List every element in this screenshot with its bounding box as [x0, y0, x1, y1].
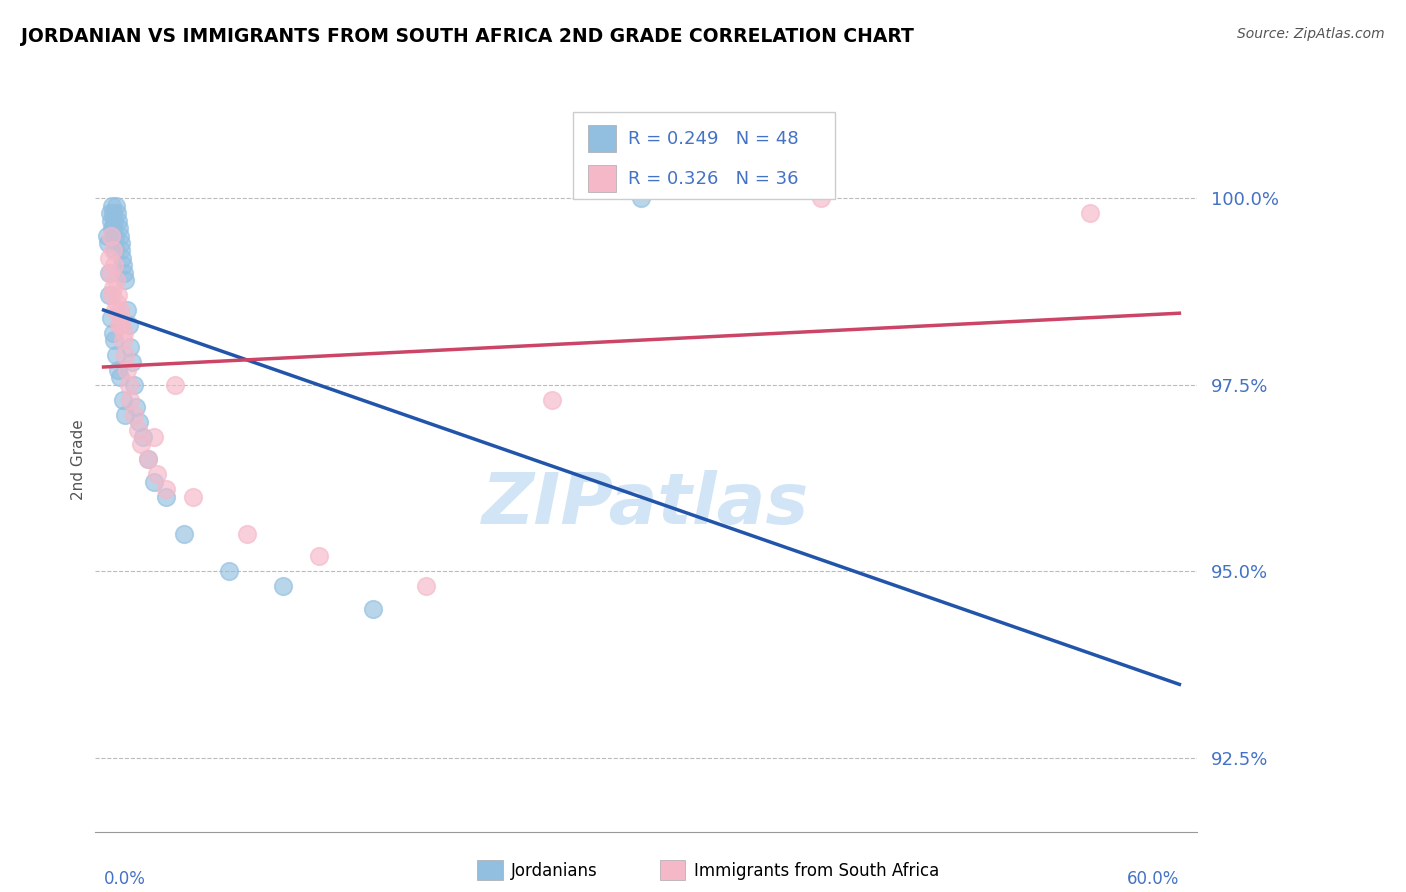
- Point: [122, 408, 145, 422]
- Point: [630, 191, 652, 205]
- Point: [120, 392, 142, 407]
- Point: [97, 251, 120, 265]
- Point: [100, 199, 122, 213]
- Point: [117, 318, 139, 332]
- Text: 0.0%: 0.0%: [104, 870, 145, 888]
- Point: [108, 370, 131, 384]
- Point: [127, 423, 149, 437]
- Point: [155, 490, 177, 504]
- Point: [103, 259, 125, 273]
- Point: [97, 266, 120, 280]
- Point: [114, 273, 136, 287]
- Text: 60.0%: 60.0%: [1128, 870, 1180, 888]
- Point: [110, 318, 132, 332]
- Point: [107, 288, 129, 302]
- Point: [120, 341, 142, 355]
- Point: [155, 482, 177, 496]
- Point: [100, 228, 122, 243]
- Point: [112, 326, 135, 340]
- Point: [105, 295, 128, 310]
- Point: [100, 288, 122, 302]
- Point: [105, 273, 128, 287]
- Point: [173, 527, 195, 541]
- Point: [114, 408, 136, 422]
- Point: [128, 415, 150, 429]
- Point: [142, 475, 165, 489]
- Point: [132, 430, 155, 444]
- Point: [115, 303, 138, 318]
- Point: [101, 326, 124, 340]
- Point: [117, 377, 139, 392]
- Text: R = 0.249   N = 48: R = 0.249 N = 48: [627, 129, 799, 147]
- Point: [146, 467, 169, 482]
- Y-axis label: 2nd Grade: 2nd Grade: [72, 419, 86, 500]
- Point: [111, 251, 134, 265]
- Point: [112, 266, 135, 280]
- Point: [810, 191, 832, 205]
- Point: [98, 266, 121, 280]
- Point: [105, 348, 128, 362]
- Text: R = 0.326   N = 36: R = 0.326 N = 36: [627, 169, 799, 187]
- Point: [125, 400, 148, 414]
- Point: [96, 228, 118, 243]
- Text: Source: ZipAtlas.com: Source: ZipAtlas.com: [1237, 27, 1385, 41]
- Point: [97, 235, 120, 250]
- Point: [271, 579, 294, 593]
- Point: [122, 377, 145, 392]
- Point: [103, 281, 125, 295]
- Point: [101, 244, 124, 258]
- Point: [218, 564, 240, 578]
- Point: [97, 288, 120, 302]
- Point: [129, 437, 152, 451]
- Point: [104, 228, 127, 243]
- Point: [108, 303, 131, 318]
- Point: [361, 601, 384, 615]
- Point: [110, 310, 132, 325]
- Text: JORDANIAN VS IMMIGRANTS FROM SOUTH AFRICA 2ND GRADE CORRELATION CHART: JORDANIAN VS IMMIGRANTS FROM SOUTH AFRIC…: [21, 27, 914, 45]
- Point: [138, 452, 160, 467]
- Point: [107, 221, 129, 235]
- Point: [105, 206, 128, 220]
- Point: [100, 213, 122, 227]
- Point: [112, 333, 135, 347]
- Point: [110, 235, 132, 250]
- Point: [105, 199, 128, 213]
- Point: [138, 452, 160, 467]
- Point: [107, 213, 129, 227]
- Point: [103, 206, 125, 220]
- Point: [114, 348, 136, 362]
- Text: ZIPatlas: ZIPatlas: [482, 470, 810, 539]
- Point: [103, 213, 125, 227]
- Point: [101, 221, 124, 235]
- Text: Jordanians: Jordanians: [510, 863, 598, 880]
- Point: [107, 318, 129, 332]
- Point: [165, 377, 187, 392]
- Point: [103, 333, 125, 347]
- Point: [540, 392, 562, 407]
- Point: [100, 310, 122, 325]
- Point: [121, 355, 143, 369]
- Point: [112, 259, 135, 273]
- Point: [110, 244, 132, 258]
- Point: [415, 579, 437, 593]
- Point: [236, 527, 259, 541]
- Point: [104, 303, 127, 318]
- Text: Immigrants from South Africa: Immigrants from South Africa: [693, 863, 939, 880]
- Point: [112, 392, 135, 407]
- Point: [115, 363, 138, 377]
- Point: [107, 363, 129, 377]
- Point: [308, 549, 330, 564]
- Point: [1078, 206, 1101, 220]
- Point: [104, 244, 127, 258]
- Point: [181, 490, 204, 504]
- Point: [100, 221, 122, 235]
- Point: [108, 228, 131, 243]
- Point: [98, 206, 121, 220]
- Point: [142, 430, 165, 444]
